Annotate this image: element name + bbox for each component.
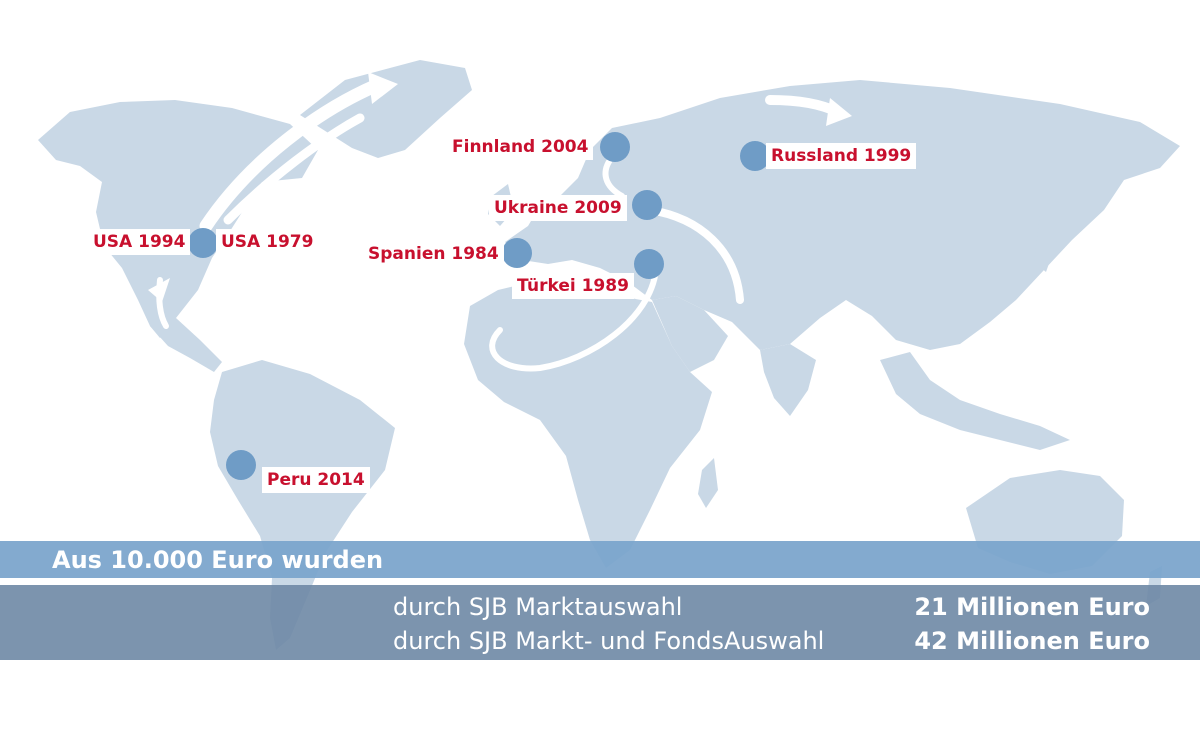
headline-band: [0, 541, 1200, 578]
label-finnland-2004: Finnland 2004: [447, 134, 594, 160]
label-russland-1999: Russland 1999: [766, 143, 917, 169]
summary-headline: Aus 10.000 Euro wurden: [52, 546, 384, 574]
route-arrowheads: [148, 72, 852, 302]
label-usa-1979: USA 1979: [216, 229, 319, 255]
route-ukraine-arc: [646, 206, 744, 304]
marker-ukraine[interactable]: [632, 190, 662, 220]
greenland: [300, 60, 472, 158]
marker-peru[interactable]: [226, 450, 256, 480]
route-usa-europe-2: [223, 113, 365, 225]
route-finland-ukraine: [602, 157, 625, 199]
marker-spanien[interactable]: [502, 238, 532, 268]
north-america: [38, 100, 318, 338]
eurasia: [505, 80, 1180, 350]
route-usa-europe: [199, 79, 382, 233]
label-peru-2014: Peru 2014: [262, 467, 370, 493]
label-tuerkei-1989: Türkei 1989: [512, 273, 634, 299]
arrowhead-europe: [368, 72, 398, 104]
label-spanien-1984: Spanien 1984: [363, 241, 504, 267]
results-band: [0, 585, 1200, 660]
arrowhead-russia: [826, 98, 852, 126]
result-value-fonds: 42 Millionen Euro: [914, 627, 1150, 655]
southeast-asia: [880, 352, 1070, 450]
marker-tuerkei[interactable]: [634, 249, 664, 279]
south-america: [210, 360, 395, 650]
marker-finnland[interactable]: [600, 132, 630, 162]
madagascar: [698, 458, 718, 508]
route-spain-loop: [489, 267, 659, 372]
label-ukraine-2009: Ukraine 2009: [489, 195, 627, 221]
arrowhead-west: [148, 278, 170, 302]
arabian-peninsula: [652, 296, 728, 372]
india: [760, 344, 816, 416]
route-arcs: [156, 79, 843, 372]
result-label-fonds: durch SJB Markt- und FondsAuswahl: [393, 627, 825, 655]
marker-usa[interactable]: [188, 228, 218, 258]
result-value-markt: 21 Millionen Euro: [914, 593, 1150, 621]
marker-russland[interactable]: [740, 141, 770, 171]
label-usa-1994: USA 1994: [88, 229, 191, 255]
land-masses: [38, 60, 1180, 650]
central-america: [150, 318, 222, 372]
japan: [1034, 204, 1058, 272]
africa: [464, 280, 712, 568]
result-label-markt: durch SJB Marktauswahl: [393, 593, 683, 621]
